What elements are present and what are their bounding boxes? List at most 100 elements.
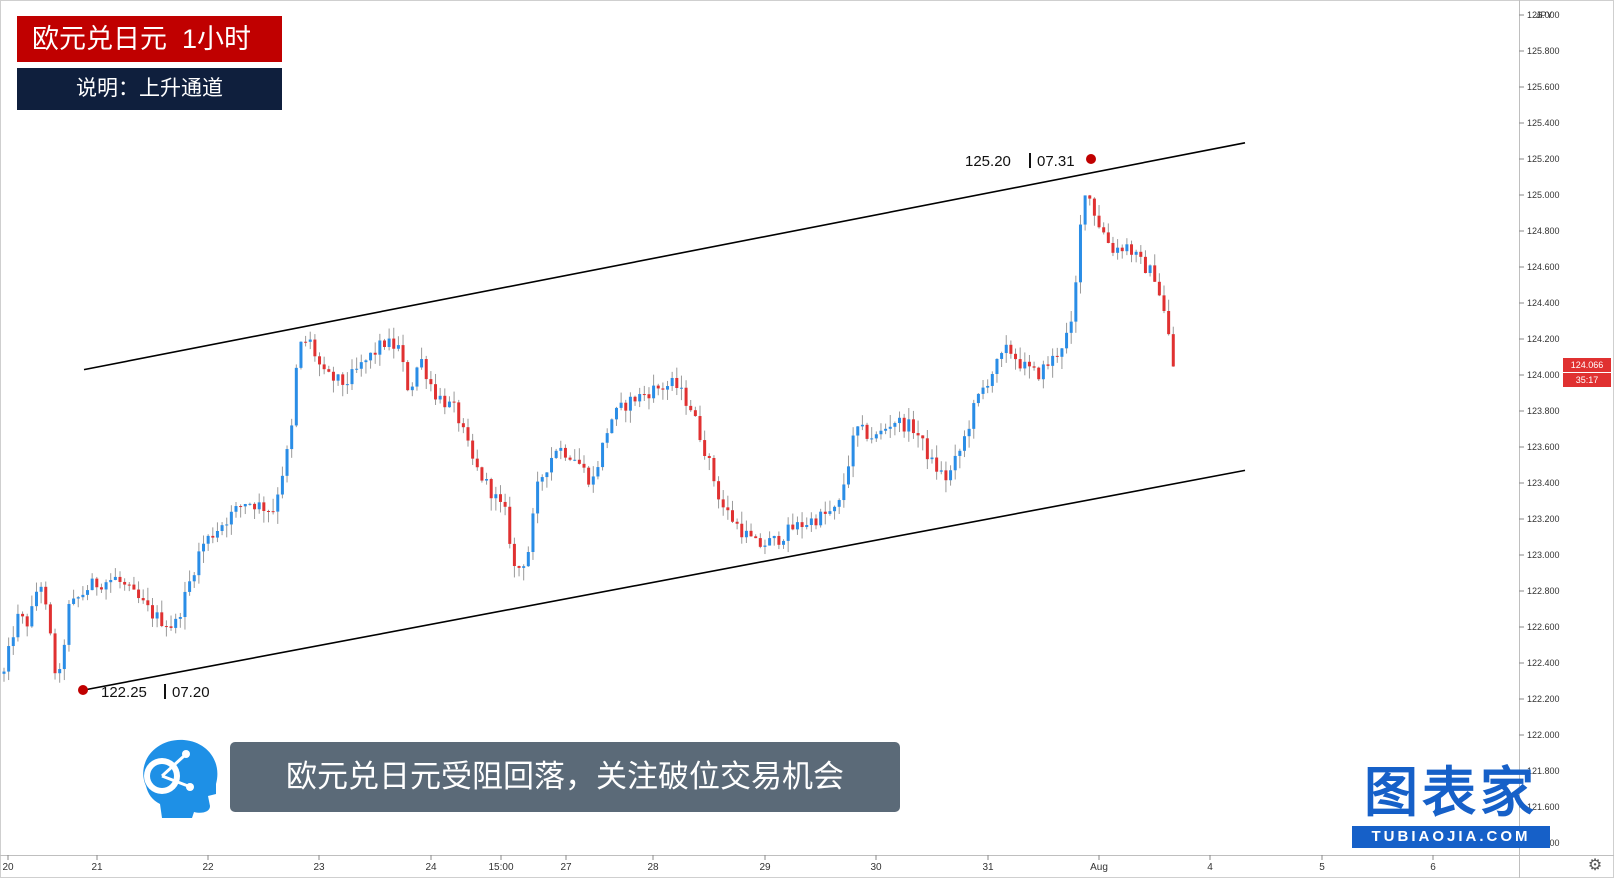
- y-tick-label: 123.800: [1527, 406, 1560, 416]
- candle: [591, 466, 595, 493]
- candle: [624, 399, 628, 423]
- candle: [647, 387, 651, 410]
- candle: [466, 418, 470, 447]
- candle: [220, 522, 224, 536]
- countdown-label: 35:17: [1563, 373, 1611, 387]
- candle: [503, 493, 507, 516]
- candle: [39, 582, 43, 604]
- candle: [415, 366, 419, 391]
- candle: [1051, 348, 1055, 378]
- brand-logo-url: TUBIAOJIA.COM: [1352, 826, 1550, 848]
- candle: [554, 448, 558, 460]
- candle: [684, 380, 688, 415]
- candle: [740, 511, 744, 544]
- candle: [902, 413, 906, 438]
- price-axis[interactable]: 126.000 125.800 125.600 125.400 125.200 125.0…: [1519, 10, 1560, 848]
- x-tick-label: 23: [313, 862, 325, 873]
- candle: [322, 356, 326, 375]
- x-tick-label: 24: [425, 862, 437, 873]
- channel-line-upper[interactable]: [83, 142, 1246, 371]
- candles: [2, 194, 1175, 683]
- candle: [137, 581, 141, 604]
- candle: [545, 472, 549, 488]
- candle: [359, 354, 363, 377]
- candle: [308, 331, 312, 350]
- candle: [211, 527, 215, 544]
- candle: [1023, 352, 1027, 376]
- candle: [512, 537, 516, 578]
- candle: [953, 444, 957, 480]
- candle: [424, 355, 428, 389]
- candle: [257, 493, 261, 514]
- candle: [568, 455, 572, 462]
- candle: [1116, 239, 1120, 260]
- candle: [833, 505, 837, 520]
- candle: [197, 542, 201, 584]
- candle: [21, 611, 25, 624]
- candle: [1102, 222, 1106, 235]
- channel-line-lower[interactable]: [83, 469, 1246, 691]
- candle: [1153, 254, 1157, 282]
- x-tick-label: 6: [1430, 862, 1436, 873]
- candle: [721, 490, 725, 516]
- candle: [392, 327, 396, 359]
- candle: [777, 531, 781, 550]
- candle: [401, 334, 405, 372]
- candle: [772, 535, 776, 546]
- y-tick-label: 123.000: [1527, 550, 1560, 560]
- candle: [183, 581, 187, 630]
- y-tick-label: 121.600: [1527, 802, 1560, 812]
- candle: [582, 455, 586, 473]
- candle: [1134, 249, 1138, 263]
- candle: [930, 449, 934, 464]
- channel-lines[interactable]: [83, 142, 1246, 691]
- candle: [378, 333, 382, 366]
- candle: [814, 514, 818, 530]
- y-tick-label: 122.000: [1527, 730, 1560, 740]
- candle: [396, 336, 400, 352]
- candle: [299, 341, 303, 370]
- candle: [819, 508, 823, 528]
- candle: [656, 383, 660, 396]
- candle: [921, 435, 925, 451]
- y-tick-label: 122.600: [1527, 622, 1560, 632]
- candle: [457, 399, 461, 432]
- low-date-label: 07.20: [172, 684, 210, 701]
- candle: [550, 447, 554, 481]
- candle: [605, 428, 609, 449]
- candle: [884, 423, 888, 435]
- candle: [860, 415, 864, 431]
- candle: [675, 367, 679, 396]
- y-tick-label: 125.200: [1527, 154, 1560, 164]
- candle: [559, 440, 563, 460]
- candle: [304, 335, 308, 347]
- candle: [652, 374, 656, 403]
- candle: [25, 613, 29, 637]
- candle: [48, 602, 52, 636]
- candle: [1097, 205, 1101, 229]
- candle: [730, 500, 734, 524]
- time-axis[interactable]: 20 21 22 23 24 15:00 27 28 29 30 31 Aug 4 5 6: [2, 855, 1436, 873]
- candle: [610, 418, 614, 434]
- candle: [373, 342, 377, 364]
- candle: [475, 449, 479, 471]
- candle: [447, 396, 451, 408]
- candle: [276, 487, 280, 524]
- candle: [907, 408, 911, 442]
- high-price-label: 125.20: [965, 153, 1011, 170]
- gear-icon[interactable]: ⚙: [1587, 857, 1603, 874]
- candle: [434, 373, 438, 405]
- candle: [531, 507, 535, 560]
- candle: [1018, 347, 1022, 372]
- candle: [174, 613, 178, 634]
- candle: [633, 395, 637, 406]
- candle: [689, 399, 693, 412]
- candle: [958, 448, 962, 469]
- candle: [925, 429, 929, 470]
- candle: [202, 535, 206, 563]
- candle: [285, 445, 289, 483]
- candle: [1167, 299, 1171, 336]
- candle: [1157, 273, 1161, 297]
- candle: [898, 411, 902, 433]
- candle: [313, 334, 317, 362]
